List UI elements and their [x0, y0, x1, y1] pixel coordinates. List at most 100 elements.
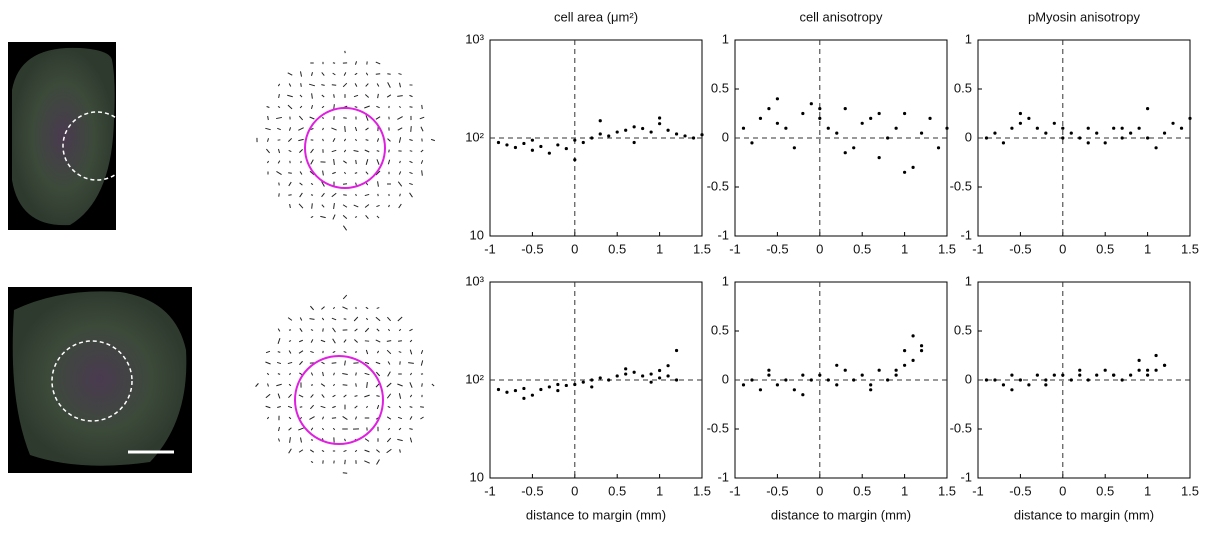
vector — [377, 216, 379, 218]
data-point — [590, 136, 593, 139]
vector — [300, 172, 302, 175]
vector — [366, 172, 368, 175]
y-tick-label: 10³ — [465, 31, 484, 46]
data-point — [818, 117, 821, 120]
data-point — [911, 166, 914, 169]
y-tick-label: 1 — [722, 31, 729, 46]
vector — [354, 339, 357, 342]
data-point — [1027, 117, 1030, 120]
data-point — [920, 344, 923, 347]
data-point — [1154, 146, 1157, 149]
data-point — [903, 171, 906, 174]
vector — [322, 450, 324, 451]
vector — [388, 362, 390, 365]
vector — [300, 193, 303, 197]
vector — [323, 328, 324, 331]
x-tick-label: 0 — [1059, 241, 1066, 256]
data-point — [1053, 374, 1056, 377]
vector — [376, 62, 380, 64]
vector — [376, 317, 380, 320]
vector — [267, 138, 268, 142]
vector — [343, 161, 346, 163]
vector — [409, 329, 412, 331]
data-point — [844, 151, 847, 154]
vector — [365, 373, 370, 374]
data-point — [1078, 136, 1081, 139]
data-point — [801, 112, 804, 115]
data-point — [497, 388, 500, 391]
x-tick-label: -0.5 — [766, 483, 788, 498]
data-point — [1036, 374, 1039, 377]
vector — [365, 439, 369, 442]
vector — [366, 307, 368, 308]
vector — [410, 350, 411, 355]
x-tick-label: 0.5 — [1096, 483, 1114, 498]
x-tick-label: -1 — [484, 241, 496, 256]
y-tick-label: 1 — [965, 273, 972, 288]
vector — [287, 95, 293, 96]
data-point — [920, 132, 923, 135]
vector — [298, 428, 303, 430]
micrograph-bottom — [8, 287, 192, 473]
x-axis-label: distance to margin (mm) — [771, 507, 911, 522]
data-point — [1053, 122, 1056, 125]
data-point — [1104, 369, 1107, 372]
vector — [377, 405, 378, 409]
data-point — [827, 378, 830, 381]
vector — [277, 128, 281, 129]
vector — [322, 95, 324, 97]
x-tick-label: 0.5 — [1096, 241, 1114, 256]
data-point — [1180, 127, 1183, 130]
vector — [377, 329, 379, 331]
x-tick-label: 0 — [571, 483, 578, 498]
vector — [311, 160, 314, 165]
vector — [334, 159, 335, 165]
x-tick-label: 0.5 — [608, 483, 626, 498]
data-point — [1121, 127, 1124, 130]
vector — [389, 205, 390, 207]
vector — [333, 339, 336, 344]
data-point — [666, 364, 669, 367]
data-point — [776, 122, 779, 125]
data-point — [878, 112, 881, 115]
vector — [355, 329, 358, 331]
data-point — [835, 364, 838, 367]
y-tick-label: -0.5 — [707, 178, 729, 193]
vector — [332, 150, 337, 151]
data-point — [886, 136, 889, 139]
vector — [278, 374, 280, 375]
vector — [276, 384, 281, 385]
data-point — [810, 102, 813, 105]
data-point — [633, 141, 636, 144]
data-point — [1078, 369, 1081, 372]
vector — [299, 149, 302, 152]
data-point — [607, 134, 610, 137]
vector — [278, 329, 280, 332]
data-point — [835, 132, 838, 135]
data-point — [776, 383, 779, 386]
vector — [310, 450, 313, 452]
vector — [377, 308, 380, 309]
data-point — [1112, 374, 1115, 377]
data-point — [531, 139, 534, 142]
vector — [365, 150, 369, 152]
y-tick-label: 10 — [470, 469, 484, 484]
vector — [301, 437, 302, 442]
vector — [311, 394, 314, 397]
vector — [299, 450, 303, 453]
data-point — [993, 378, 996, 381]
data-point — [548, 385, 551, 388]
vector — [266, 351, 270, 352]
vector — [322, 417, 323, 420]
vector — [399, 137, 400, 143]
vector — [344, 139, 345, 141]
vector — [365, 194, 369, 195]
vector — [399, 329, 401, 331]
data-point — [1010, 374, 1013, 377]
vector — [399, 171, 400, 174]
data-point — [675, 132, 678, 135]
vector — [267, 161, 268, 163]
data-point — [675, 349, 678, 352]
data-point — [573, 139, 576, 142]
